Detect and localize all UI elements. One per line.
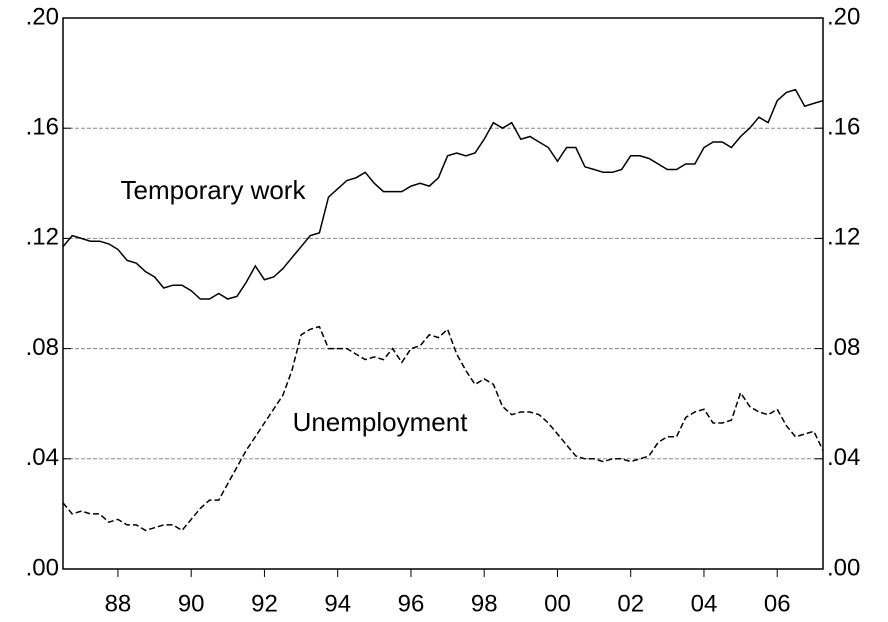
y-tick-label: .04 xyxy=(26,444,59,471)
y-tick-label: .12 xyxy=(26,224,59,251)
y-tick-label: .20 xyxy=(26,3,59,30)
series-line xyxy=(62,325,824,532)
x-tick-label: 94 xyxy=(324,590,351,617)
x-tick-label: 96 xyxy=(398,590,425,617)
x-tick-label: 88 xyxy=(105,590,132,617)
y2-tick-label: .12 xyxy=(827,224,860,251)
series-label: Temporary work xyxy=(121,175,307,205)
y2-tick-label: .20 xyxy=(827,3,860,30)
y2-tick-label: .16 xyxy=(827,114,860,141)
x-tick-label: 02 xyxy=(617,590,644,617)
y2-tick-label: .08 xyxy=(827,334,860,361)
x-tick-label: 06 xyxy=(764,590,791,617)
series-line xyxy=(62,88,824,300)
plot-frame xyxy=(62,17,824,570)
series-label: Unemployment xyxy=(293,407,469,437)
y-tick-label: .00 xyxy=(26,554,59,581)
x-tick-label: 98 xyxy=(471,590,498,617)
y-tick-label: .16 xyxy=(26,114,59,141)
x-tick-label: 04 xyxy=(691,590,718,617)
x-tick-label: 90 xyxy=(178,590,205,617)
y2-tick-label: .00 xyxy=(827,554,860,581)
y2-tick-label: .04 xyxy=(827,444,860,471)
x-tick-label: 92 xyxy=(251,590,278,617)
y-tick-label: .08 xyxy=(26,334,59,361)
x-tick-label: 00 xyxy=(544,590,571,617)
